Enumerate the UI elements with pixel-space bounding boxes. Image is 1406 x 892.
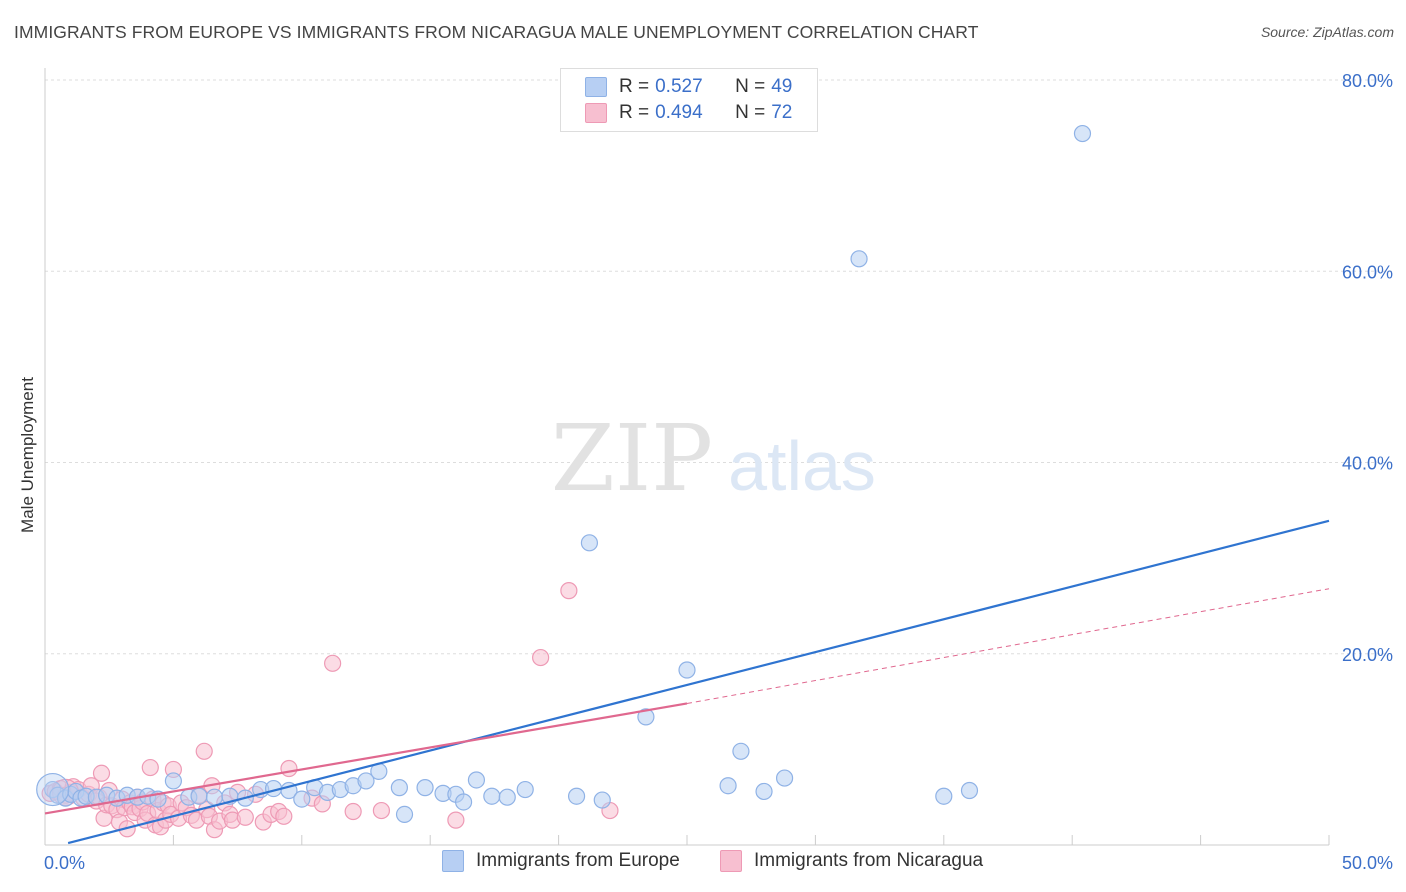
nicaragua-point	[447, 811, 465, 829]
legend-label-nicaragua: Immigrants from Nicaragua	[754, 850, 984, 871]
legend-n-value: 72	[771, 102, 793, 123]
europe-point	[357, 772, 375, 790]
nicaragua-point	[532, 648, 550, 667]
axes	[44, 68, 1329, 846]
x-tick-label: 0.0%	[44, 853, 85, 873]
watermark: ZIP atlas	[551, 405, 876, 512]
europe-trend-line	[67, 519, 1330, 845]
nicaragua-point	[141, 758, 159, 777]
nicaragua-trend-extension	[686, 588, 1330, 704]
legend-item-europe: Immigrants from Europe	[442, 850, 680, 872]
europe-point	[516, 780, 534, 799]
tick-labels: 20.0% 40.0% 60.0% 80.0% 0.0% 50.0%	[44, 71, 1393, 873]
europe-point	[454, 793, 473, 811]
legend-r-value: 0.527	[655, 76, 703, 97]
europe-points	[36, 124, 1092, 824]
legend-r-value: 0.494	[655, 102, 703, 123]
europe-point	[293, 790, 311, 808]
watermark-zip: ZIP	[551, 405, 713, 512]
europe-point	[755, 782, 773, 801]
europe-point	[483, 787, 501, 805]
y-tick-label: 20.0%	[1342, 645, 1393, 665]
watermark-atlas: atlas	[728, 427, 876, 505]
europe-point	[498, 788, 516, 806]
europe-point	[416, 779, 434, 797]
legend-box: R = 0.527 N = 49 R = 0.494 N = 72	[560, 68, 818, 132]
grid-lines	[45, 79, 1392, 845]
europe-point	[960, 781, 979, 800]
europe-point	[732, 742, 750, 760]
nicaragua-point	[372, 801, 391, 820]
europe-point	[164, 772, 182, 790]
nicaragua-point	[280, 759, 298, 778]
legend-swatch-europe	[585, 77, 607, 97]
chart-title: IMMIGRANTS FROM EUROPE VS IMMIGRANTS FRO…	[14, 22, 979, 42]
legend-row-nicaragua: R = 0.494 N = 72	[585, 101, 792, 125]
legend-swatch-nicaragua	[720, 850, 742, 872]
europe-point	[190, 787, 208, 805]
x-tick-label: 50.0%	[1342, 853, 1393, 873]
nicaragua-point	[275, 807, 293, 825]
y-tick-label: 80.0%	[1342, 71, 1393, 91]
europe-point	[467, 771, 486, 789]
legend-n-label: N =	[735, 102, 766, 123]
nicaragua-point	[195, 742, 213, 760]
europe-point	[593, 791, 611, 809]
nicaragua-trend-line	[44, 702, 688, 815]
legend-item-nicaragua: Immigrants from Nicaragua	[720, 850, 983, 872]
europe-point	[580, 534, 599, 552]
legend-swatch-europe	[442, 850, 464, 872]
trend-lines	[44, 519, 1330, 845]
europe-point	[36, 772, 70, 807]
europe-point	[205, 788, 224, 806]
y-tick-label: 60.0%	[1342, 262, 1393, 282]
legend-swatch-nicaragua	[585, 103, 607, 123]
europe-point	[395, 805, 414, 824]
europe-point	[935, 787, 953, 805]
legend-r-label: R =	[619, 102, 650, 123]
legend-n-value: 49	[771, 76, 793, 97]
y-tick-label: 40.0%	[1342, 454, 1393, 474]
europe-point	[719, 777, 737, 795]
legend-label-europe: Immigrants from Europe	[476, 850, 680, 871]
bottom-legend: Immigrants from Europe Immigrants from N…	[0, 850, 1406, 880]
nicaragua-point	[236, 808, 254, 826]
europe-point	[637, 708, 655, 726]
source-label: Source: ZipAtlas.com	[1260, 24, 1394, 40]
nicaragua-point	[92, 764, 111, 782]
nicaragua-point	[560, 582, 578, 600]
europe-point	[567, 787, 586, 805]
europe-point	[390, 779, 408, 797]
nicaragua-point	[324, 654, 342, 672]
europe-point	[1073, 124, 1092, 143]
nicaragua-point	[344, 802, 362, 821]
europe-point	[850, 250, 868, 268]
legend-n-label: N =	[735, 76, 766, 97]
legend-r-label: R =	[619, 76, 650, 97]
legend-row-europe: R = 0.527 N = 49	[585, 75, 792, 99]
europe-point	[678, 661, 696, 679]
europe-point	[775, 769, 794, 787]
